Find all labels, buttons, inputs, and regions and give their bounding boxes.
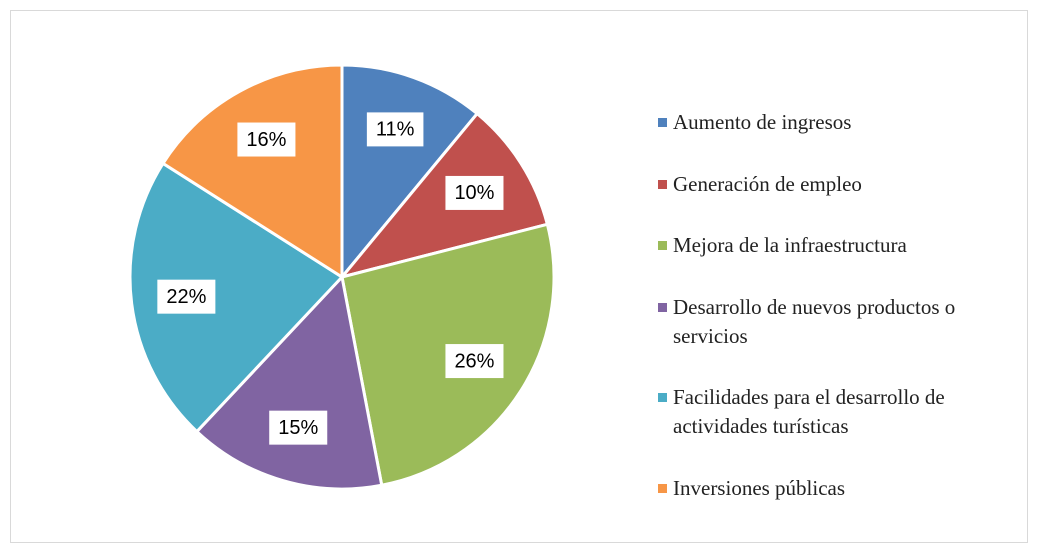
data-label-box	[237, 122, 296, 157]
legend-item: Mejora de la infraestructura	[658, 231, 1023, 260]
data-label-box	[445, 175, 504, 210]
data-label: 11%	[376, 119, 415, 141]
pie-slice	[128, 161, 345, 434]
legend-label: Facilidades para el desarrollo de activi…	[673, 385, 945, 439]
legend-swatch	[658, 393, 667, 403]
legend-label: Desarrollo de nuevos productos o servici…	[673, 294, 956, 348]
legend-swatch	[658, 483, 667, 493]
data-label: 26%	[454, 350, 494, 372]
data-label: 10%	[454, 182, 494, 204]
data-label-box	[157, 279, 216, 314]
legend-item: Aumento de ingresos	[658, 108, 1023, 137]
legend-label: Inversiones públicas	[673, 475, 846, 500]
legend-swatch	[658, 241, 667, 251]
chart-frame	[10, 10, 1028, 543]
legend-label: Generación de empleo	[673, 171, 862, 196]
legend-swatch	[658, 302, 667, 312]
data-label-box	[445, 344, 504, 379]
legend-item: Desarrollo de nuevos productos o servici…	[658, 293, 1023, 351]
legend-label: Mejora de la infraestructura	[673, 233, 907, 258]
data-label-box	[269, 410, 328, 445]
pie-slice	[194, 273, 384, 491]
data-label: 22%	[166, 286, 206, 308]
data-label: 16%	[246, 129, 286, 151]
legend-swatch	[658, 118, 667, 127]
pie-slice	[160, 63, 344, 280]
legend: Aumento de ingresos Generación de empleo M…	[658, 108, 1023, 503]
legend-item: Inversiones públicas	[658, 474, 1023, 503]
legend-swatch	[658, 179, 667, 189]
data-label-box	[366, 112, 424, 147]
data-label: 15%	[278, 417, 318, 439]
legend-item: Facilidades para el desarrollo de activi…	[658, 383, 1023, 441]
legend-item: Generación de empleo	[658, 170, 1023, 199]
legend-label: Aumento de ingresos	[673, 110, 852, 134]
